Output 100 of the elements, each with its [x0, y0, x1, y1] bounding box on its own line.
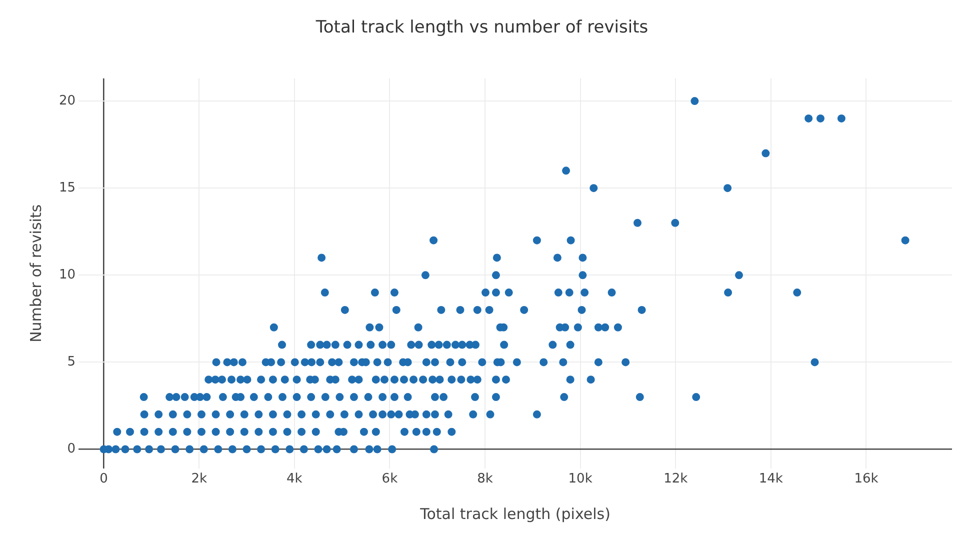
point: [278, 393, 286, 402]
point: [140, 410, 148, 418]
point: [343, 340, 352, 349]
point: [442, 340, 451, 349]
point: [183, 410, 192, 418]
point: [548, 340, 557, 349]
point: [228, 445, 236, 454]
point: [492, 271, 500, 280]
point: [312, 410, 320, 418]
point: [559, 358, 568, 366]
point: [608, 288, 616, 297]
point: [254, 410, 263, 418]
point: [214, 445, 222, 454]
point: [171, 445, 180, 454]
point: [133, 445, 142, 454]
point: [412, 428, 420, 436]
point: [837, 114, 846, 122]
point: [500, 340, 508, 349]
point: [492, 288, 500, 297]
point: [267, 358, 276, 366]
point: [901, 236, 910, 244]
point: [734, 271, 743, 280]
point: [300, 358, 309, 366]
point: [485, 306, 494, 314]
point: [512, 358, 521, 366]
point: [574, 323, 582, 332]
point: [328, 358, 336, 366]
point: [793, 288, 802, 297]
point: [384, 358, 392, 366]
x-tick-label: 8k: [477, 472, 494, 487]
point: [365, 445, 374, 454]
point: [634, 218, 642, 227]
point: [228, 376, 236, 384]
point: [298, 428, 306, 436]
point: [428, 376, 437, 384]
point: [240, 410, 248, 418]
point: [690, 97, 699, 106]
point: [334, 358, 343, 366]
point: [316, 340, 324, 349]
point: [590, 184, 598, 192]
point: [692, 393, 700, 402]
point: [292, 376, 301, 384]
point: [140, 393, 148, 402]
point: [212, 428, 220, 436]
point: [456, 306, 464, 314]
point: [283, 428, 292, 436]
point: [414, 340, 423, 349]
point: [354, 340, 363, 349]
point: [392, 306, 400, 314]
y-axis-title: Number of revisits: [26, 204, 45, 342]
point: [250, 393, 258, 402]
point: [407, 340, 416, 349]
point: [373, 358, 382, 366]
point: [277, 358, 286, 366]
point: [601, 323, 610, 332]
point: [372, 376, 380, 384]
point: [354, 410, 363, 418]
point: [566, 376, 574, 384]
point: [565, 288, 574, 297]
point: [308, 358, 316, 366]
point: [390, 288, 398, 297]
point: [532, 236, 541, 244]
point: [578, 271, 587, 280]
point: [440, 393, 448, 402]
point: [314, 445, 322, 454]
point: [504, 288, 513, 297]
point: [238, 358, 246, 366]
point: [422, 410, 430, 418]
point: [307, 340, 316, 349]
x-tick-label: 16k: [854, 472, 879, 487]
point: [360, 428, 368, 436]
point: [121, 445, 130, 454]
point: [430, 410, 439, 418]
point: [321, 393, 330, 402]
point: [226, 428, 234, 436]
point: [614, 323, 622, 332]
point: [578, 254, 587, 262]
point: [316, 358, 324, 366]
point: [430, 445, 438, 454]
point: [154, 410, 163, 418]
point: [671, 218, 680, 227]
point: [298, 410, 306, 418]
y-tick-label: 10: [58, 268, 76, 283]
point: [366, 340, 375, 349]
point: [419, 376, 428, 384]
point: [378, 410, 387, 418]
point: [469, 410, 478, 418]
x-tick-label: 12k: [664, 472, 688, 487]
point: [196, 393, 204, 402]
point: [492, 393, 500, 402]
point: [322, 340, 331, 349]
point: [437, 306, 446, 314]
point: [112, 445, 120, 454]
point: [320, 288, 329, 297]
point: [532, 410, 541, 418]
point: [145, 445, 154, 454]
point: [373, 445, 382, 454]
y-tick-label: 15: [58, 180, 76, 196]
point: [212, 358, 220, 366]
point: [444, 410, 452, 418]
